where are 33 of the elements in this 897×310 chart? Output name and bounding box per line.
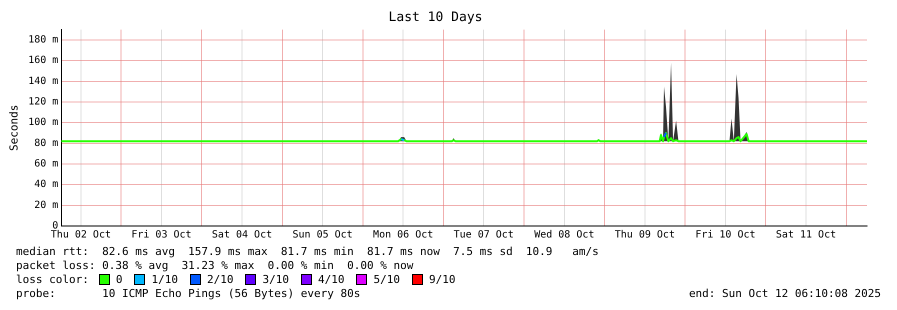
legend-label: 2/10	[206, 272, 234, 286]
x-tick-label: Thu 02 Oct	[50, 230, 111, 241]
y-tick-label: 120 m	[28, 96, 58, 108]
legend-label: 9/10	[428, 272, 456, 286]
y-tick-label: 40 m	[34, 179, 58, 190]
x-tick-label: Sat 04 Oct	[212, 230, 272, 241]
legend-label: 0	[116, 272, 122, 286]
x-tick-label: Tue 07 Oct	[454, 230, 514, 241]
text: packet loss: 0.38 % avg 31.23 % max 0.00 % min 0.00 % now	[16, 258, 414, 272]
text: probe: 10 ICMP Echo Pings (56 Bytes) every 80s	[16, 286, 360, 300]
x-tick-label: Mon 06 Oct	[373, 230, 434, 241]
y-axis-title: Seconds	[7, 104, 20, 151]
x-tick-label: Thu 09 Oct	[614, 230, 675, 241]
x-tick-label: Sun 05 Oct	[292, 230, 353, 241]
x-tick-label: Fri 03 Oct	[131, 230, 192, 241]
legend-label: 1/10	[151, 272, 178, 286]
y-tick-label: 80 m	[34, 138, 58, 149]
x-tick-label: Sat 11 Oct	[776, 230, 836, 241]
y-tick-label: 160 m	[28, 55, 58, 66]
legend-title: loss color:	[16, 272, 89, 286]
chart-title: Last 10 Days	[388, 10, 482, 26]
legend-label: 3/10	[262, 272, 289, 286]
text: median rtt: 82.6 ms avg 157.9 ms max 81.7 ms min 81.7 ms now 7.5 ms sd 10.9 am/s	[16, 244, 600, 258]
legend-label: 4/10	[318, 272, 344, 286]
text: end: Sun Oct 12 06:10:08 2025	[688, 286, 881, 300]
y-tick-label: 100 m	[28, 117, 58, 128]
y-tick-label: 60 m	[34, 158, 58, 170]
y-tick-label: 140 m	[28, 76, 58, 87]
y-tick-label: 180 m	[28, 34, 58, 46]
y-tick-label: 20 m	[34, 200, 58, 211]
x-tick-label: Wed 08 Oct	[534, 230, 594, 241]
x-tick-label: Fri 10 Oct	[695, 230, 756, 241]
legend-label: 5/10	[373, 272, 400, 286]
